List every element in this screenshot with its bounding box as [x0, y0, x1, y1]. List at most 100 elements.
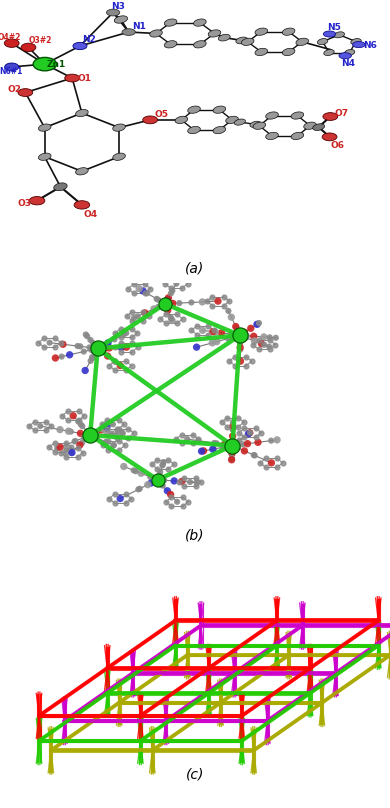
Ellipse shape [143, 116, 158, 124]
Point [82, 410, 88, 423]
Point [114, 427, 121, 440]
Point [84, 425, 90, 438]
Point [154, 473, 161, 486]
Point [123, 364, 129, 377]
Point [52, 351, 58, 364]
Ellipse shape [76, 109, 88, 116]
Point [179, 313, 186, 326]
Point [154, 292, 160, 305]
Point [116, 435, 122, 448]
Point [237, 329, 243, 342]
Point [74, 339, 81, 352]
Point [164, 293, 170, 306]
Ellipse shape [18, 89, 33, 96]
Point [195, 432, 202, 445]
Point [32, 415, 38, 428]
Ellipse shape [322, 133, 337, 141]
Point [58, 350, 65, 363]
Ellipse shape [282, 28, 295, 36]
Point [35, 336, 41, 349]
Point [174, 317, 180, 330]
Point [211, 324, 217, 337]
Point [58, 446, 64, 459]
Point [209, 299, 215, 312]
Point [236, 426, 242, 439]
Text: O2: O2 [8, 85, 22, 94]
Point [193, 480, 199, 493]
Point [165, 453, 172, 466]
Point [90, 351, 96, 364]
Point [146, 309, 152, 322]
Point [129, 345, 135, 358]
Point [122, 439, 128, 452]
Point [83, 328, 89, 341]
Point [180, 491, 186, 504]
Point [254, 318, 261, 330]
Point [37, 419, 43, 432]
Point [129, 305, 135, 318]
Point [243, 359, 249, 372]
Point [224, 411, 230, 424]
Point [184, 277, 191, 290]
Point [228, 328, 234, 341]
Point [140, 314, 147, 327]
Point [261, 330, 267, 343]
Point [128, 359, 135, 372]
Point [236, 434, 243, 447]
Ellipse shape [164, 19, 177, 26]
Ellipse shape [21, 43, 36, 52]
Point [169, 314, 175, 327]
Point [241, 415, 247, 428]
Point [225, 305, 232, 318]
Point [251, 448, 257, 461]
Point [72, 435, 78, 448]
Point [123, 355, 129, 368]
Point [199, 324, 206, 337]
Point [176, 297, 183, 309]
Point [106, 492, 112, 505]
Point [228, 311, 234, 324]
Point [125, 282, 131, 295]
Point [273, 331, 279, 344]
Ellipse shape [188, 126, 200, 133]
Point [220, 441, 226, 454]
Point [229, 442, 236, 455]
Point [272, 339, 278, 351]
Ellipse shape [339, 53, 351, 59]
Point [190, 428, 196, 441]
Text: O5: O5 [154, 111, 168, 120]
Point [195, 434, 202, 447]
Point [210, 326, 216, 339]
Point [154, 462, 160, 475]
Point [57, 440, 63, 453]
Ellipse shape [241, 38, 254, 45]
Point [90, 336, 96, 349]
Point [108, 427, 115, 440]
Point [75, 415, 82, 428]
Point [74, 442, 81, 455]
Point [112, 326, 118, 339]
Point [118, 336, 124, 349]
Point [160, 479, 166, 492]
Ellipse shape [113, 124, 125, 131]
Ellipse shape [255, 48, 268, 56]
Point [140, 305, 147, 318]
Point [103, 436, 109, 448]
Point [267, 343, 273, 356]
Point [239, 438, 246, 451]
Text: Zn1: Zn1 [47, 60, 66, 69]
Point [121, 460, 127, 473]
Point [229, 439, 236, 452]
Point [237, 338, 243, 351]
Point [111, 439, 117, 452]
Point [247, 427, 253, 440]
Point [210, 443, 216, 456]
Ellipse shape [4, 39, 19, 48]
Point [229, 451, 235, 464]
Ellipse shape [208, 30, 221, 37]
Point [112, 333, 118, 346]
Point [163, 317, 169, 330]
Point [123, 497, 129, 510]
Point [163, 308, 169, 321]
Point [121, 328, 127, 341]
